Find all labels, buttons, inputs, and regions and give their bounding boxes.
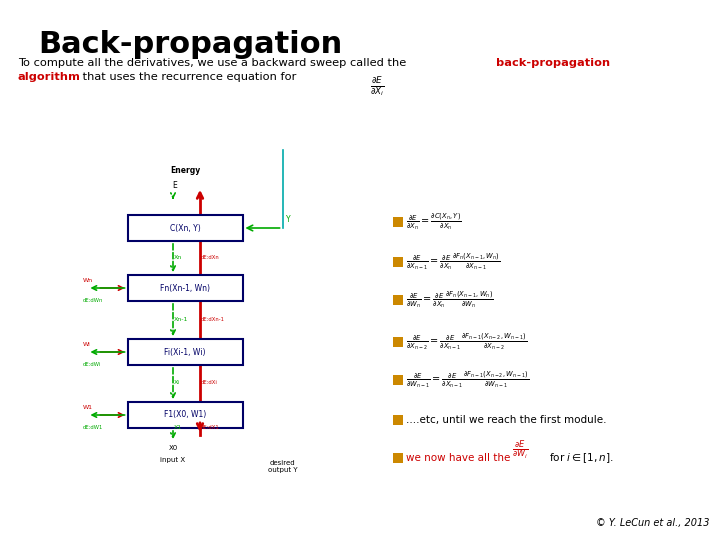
Text: ....etc, until we reach the first module.: ....etc, until we reach the first module…: [406, 415, 606, 425]
FancyBboxPatch shape: [393, 257, 403, 267]
Text: E: E: [173, 181, 177, 190]
Text: desired
output Y: desired output Y: [268, 460, 297, 473]
Text: $\frac{\partial E}{\partial W_i}$: $\frac{\partial E}{\partial W_i}$: [512, 438, 528, 462]
Text: Fn(Xn-1, Wn): Fn(Xn-1, Wn): [160, 284, 210, 293]
Text: $\frac{\partial E}{\partial X_{n-1}} = \frac{\partial E}{\partial X_n} \frac{\pa: $\frac{\partial E}{\partial X_{n-1}} = \…: [406, 252, 500, 273]
FancyBboxPatch shape: [127, 275, 243, 301]
Text: we now have all the: we now have all the: [406, 453, 513, 463]
Text: input X: input X: [161, 457, 186, 463]
FancyBboxPatch shape: [393, 415, 403, 425]
Text: X1: X1: [174, 425, 182, 430]
Text: that uses the recurrence equation for: that uses the recurrence equation for: [79, 72, 300, 82]
Text: dE:dWi: dE:dWi: [83, 362, 101, 367]
Text: Fi(Xi-1, Wi): Fi(Xi-1, Wi): [164, 348, 206, 356]
Text: Xn: Xn: [174, 255, 182, 260]
FancyBboxPatch shape: [393, 453, 403, 463]
Text: To compute all the derivatives, we use a backward sweep called the: To compute all the derivatives, we use a…: [18, 58, 410, 68]
Text: algorithm: algorithm: [18, 72, 81, 82]
Text: © Y. Le​Cun et al., 2013: © Y. Le​Cun et al., 2013: [596, 518, 710, 528]
FancyBboxPatch shape: [127, 402, 243, 428]
Text: Wi: Wi: [83, 342, 90, 347]
Text: Back-propagation: Back-propagation: [38, 30, 342, 59]
Text: dE:dXi: dE:dXi: [201, 380, 218, 385]
Text: $\frac{\partial E}{\partial W_n} = \frac{\partial E}{\partial X_n} \frac{\partia: $\frac{\partial E}{\partial W_n} = \frac…: [406, 289, 494, 310]
Text: $\frac{\partial E}{\partial W_{n-1}} = \frac{\partial E}{\partial X_{n-1}} \frac: $\frac{\partial E}{\partial W_{n-1}} = \…: [406, 369, 529, 390]
Text: dE:dXn-1: dE:dXn-1: [201, 317, 225, 322]
FancyBboxPatch shape: [393, 295, 403, 305]
Text: C(Xn, Y): C(Xn, Y): [170, 224, 200, 233]
FancyBboxPatch shape: [393, 337, 403, 347]
Text: Wn: Wn: [83, 278, 93, 283]
Text: $\frac{\partial E}{\partial X_{n-2}} = \frac{\partial E}{\partial X_{n-1}} \frac: $\frac{\partial E}{\partial X_{n-2}} = \…: [406, 332, 527, 353]
FancyBboxPatch shape: [127, 339, 243, 365]
Text: X0: X0: [168, 445, 178, 451]
FancyBboxPatch shape: [393, 217, 403, 227]
Text: back-propagation: back-propagation: [496, 58, 610, 68]
Text: for $i \in [1, n]$.: for $i \in [1, n]$.: [546, 451, 613, 465]
Text: F1(X0, W1): F1(X0, W1): [164, 410, 206, 420]
Text: Energy: Energy: [170, 166, 200, 175]
Text: $\frac{\partial E}{\partial X_i}$: $\frac{\partial E}{\partial X_i}$: [370, 76, 384, 99]
Text: Y: Y: [286, 215, 290, 225]
FancyBboxPatch shape: [127, 215, 243, 241]
Text: dE:dXn: dE:dXn: [201, 255, 220, 260]
Text: dE:dW1: dE:dW1: [83, 425, 103, 430]
Text: dE:dX1: dE:dX1: [201, 425, 220, 430]
Text: dE:dWn: dE:dWn: [83, 298, 103, 303]
Text: $\frac{\partial E}{\partial X_n} = \frac{\partial C(X_n,Y)}{\partial X_n}$: $\frac{\partial E}{\partial X_n} = \frac…: [406, 212, 462, 232]
Text: Xn-1: Xn-1: [174, 317, 189, 322]
Text: W1: W1: [83, 405, 92, 410]
FancyBboxPatch shape: [393, 375, 403, 385]
Text: Xi: Xi: [174, 380, 180, 385]
